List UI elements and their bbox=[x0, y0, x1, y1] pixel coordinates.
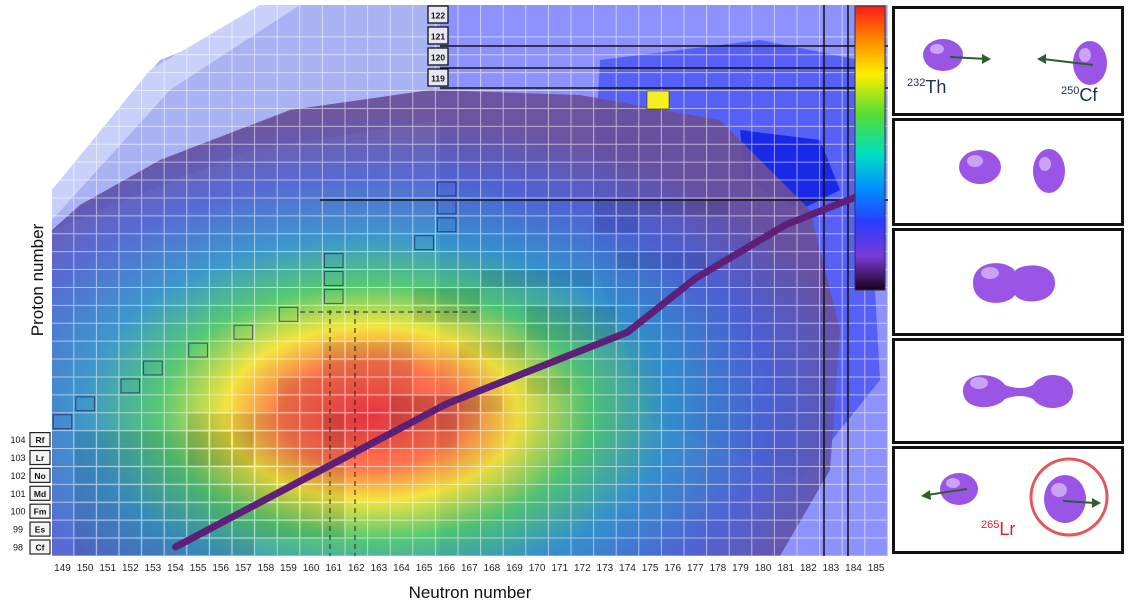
shell-lines bbox=[320, 5, 888, 556]
row-z-label: 98 bbox=[13, 543, 23, 553]
x-tick-label: 162 bbox=[348, 563, 365, 574]
row-symbol-label: Fm bbox=[34, 507, 47, 517]
nucleus-left bbox=[959, 150, 1001, 184]
x-tick-label: 150 bbox=[77, 563, 94, 574]
color-bar bbox=[854, 5, 886, 291]
x-tick-label: 183 bbox=[823, 563, 840, 574]
row-z-label: 103 bbox=[10, 453, 25, 463]
panel-4 bbox=[892, 338, 1124, 444]
x-tick-label: 149 bbox=[54, 563, 71, 574]
row-z-label: 100 bbox=[10, 507, 25, 517]
nuclide-cells bbox=[52, 181, 729, 555]
highlight-cell bbox=[646, 90, 670, 110]
nucleus-left bbox=[940, 473, 978, 505]
x-tick-label: 157 bbox=[235, 563, 252, 574]
row-symbol-label: Rf bbox=[36, 435, 45, 445]
row-symbol-label: Es bbox=[35, 525, 46, 535]
x-tick-label: 164 bbox=[393, 563, 410, 574]
panel-1: 232Th 250Cf bbox=[892, 6, 1124, 116]
top-z-labels: 122 121 120 119 bbox=[427, 5, 449, 87]
panel-2 bbox=[892, 118, 1124, 226]
scission-nucleus bbox=[963, 374, 1073, 409]
arrow-right bbox=[1062, 500, 1096, 504]
nuclide-chart: 122 121 120 119 104 Rf 103 Lr 102 No 101 Md 100 Fm 99… bbox=[10, 5, 888, 602]
element-row-labels: 104 Rf 103 Lr 102 No 101 Md 100 Fm 99 Es 98 Cf bbox=[10, 432, 51, 555]
row-symbol-label: Md bbox=[34, 489, 46, 499]
fission-trajectory bbox=[172, 185, 880, 551]
x-tick-label: 160 bbox=[303, 563, 320, 574]
x-tick-label: 185 bbox=[868, 563, 885, 574]
x-tick-label: 179 bbox=[732, 563, 749, 574]
x-tick-label: 176 bbox=[664, 563, 681, 574]
top-z-label: 121 bbox=[431, 32, 445, 42]
x-tick-label: 172 bbox=[574, 563, 591, 574]
row-z-label: 101 bbox=[10, 489, 25, 499]
panel-3 bbox=[892, 228, 1124, 336]
x-tick-label: 158 bbox=[258, 563, 275, 574]
top-z-label: 120 bbox=[431, 53, 445, 63]
label-left: 232Th bbox=[907, 77, 947, 97]
x-tick-label: 170 bbox=[529, 563, 546, 574]
row-symbol-label: Lr bbox=[36, 453, 45, 463]
x-tick-label: 178 bbox=[710, 563, 727, 574]
x-axis-title: Neutron number bbox=[409, 583, 532, 602]
x-tick-label: 167 bbox=[461, 563, 478, 574]
label-right: 250Cf bbox=[1061, 85, 1098, 105]
x-tick-label: 171 bbox=[551, 563, 568, 574]
dashed-lines bbox=[300, 310, 480, 556]
x-tick-label: 182 bbox=[800, 563, 817, 574]
x-tick-label: 154 bbox=[167, 563, 184, 574]
arrow-right bbox=[949, 56, 988, 60]
arrow-left bbox=[1042, 58, 1094, 66]
x-tick-label: 174 bbox=[619, 563, 636, 574]
x-tick-label: 159 bbox=[280, 563, 297, 574]
panel-5: 265Lr bbox=[892, 446, 1124, 554]
x-tick-label: 169 bbox=[506, 563, 523, 574]
nucleus-right bbox=[1044, 475, 1086, 523]
x-tick-label: 180 bbox=[755, 563, 772, 574]
x-tick-label: 184 bbox=[845, 563, 862, 574]
x-tick-label: 175 bbox=[642, 563, 659, 574]
top-z-label: 122 bbox=[431, 11, 445, 21]
x-tick-label: 151 bbox=[99, 563, 116, 574]
row-z-label: 104 bbox=[10, 435, 25, 445]
row-symbol-label: Cf bbox=[36, 543, 45, 553]
label-right: 265Lr bbox=[981, 519, 1016, 539]
target-ring bbox=[1029, 457, 1109, 537]
x-tick-label: 153 bbox=[145, 563, 162, 574]
y-axis-title: Proton number bbox=[28, 223, 47, 336]
x-tick-label: 168 bbox=[484, 563, 501, 574]
x-tick-label: 166 bbox=[438, 563, 455, 574]
row-z-label: 99 bbox=[13, 525, 23, 535]
row-z-label: 102 bbox=[10, 471, 25, 481]
x-tick-label: 155 bbox=[190, 563, 207, 574]
x-tick-label: 181 bbox=[777, 563, 794, 574]
nucleus-right bbox=[1033, 149, 1065, 193]
x-tick-label: 156 bbox=[212, 563, 229, 574]
x-tick-label: 161 bbox=[325, 563, 342, 574]
top-z-label: 119 bbox=[431, 74, 445, 84]
x-tick-label: 177 bbox=[687, 563, 704, 574]
x-tick-labels: 149 150 151 152 153 154 155 156 157 158 159 160 161 1… bbox=[54, 563, 885, 574]
x-tick-label: 152 bbox=[122, 563, 139, 574]
x-tick-label: 165 bbox=[416, 563, 433, 574]
row-symbol-label: No bbox=[34, 471, 45, 481]
x-tick-label: 173 bbox=[597, 563, 614, 574]
arrow-left bbox=[926, 488, 968, 496]
nucleus-left bbox=[923, 39, 963, 71]
grid-lines bbox=[50, 5, 888, 557]
x-tick-label: 163 bbox=[371, 563, 388, 574]
